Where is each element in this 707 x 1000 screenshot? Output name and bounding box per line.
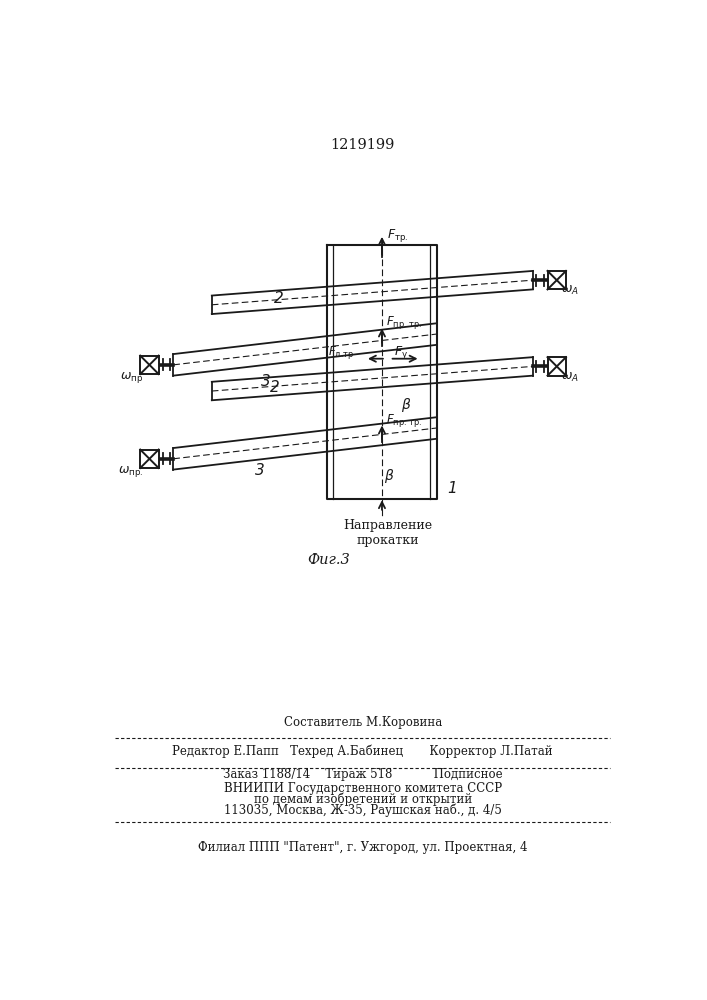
Text: 2: 2 xyxy=(270,380,280,395)
Text: 1219199: 1219199 xyxy=(331,138,395,152)
Text: $\omega_{\text{пр.}}$: $\omega_{\text{пр.}}$ xyxy=(118,464,144,479)
Text: 113035, Москва, Ж-35, Раушская наб., д. 4/5: 113035, Москва, Ж-35, Раушская наб., д. … xyxy=(224,804,502,817)
Text: $F_{\text{л.тр}}$: $F_{\text{л.тр}}$ xyxy=(328,344,354,361)
Bar xyxy=(547,357,566,376)
Text: β: β xyxy=(401,398,409,412)
Bar xyxy=(140,450,158,468)
Text: Фиг.3: Фиг.3 xyxy=(308,553,350,567)
Text: $F_{\text{у}}$: $F_{\text{у}}$ xyxy=(394,344,408,361)
Text: β: β xyxy=(384,469,392,483)
Text: Составитель М.Коровина: Составитель М.Коровина xyxy=(284,716,442,729)
Text: 3: 3 xyxy=(255,463,264,478)
Text: Редактор Е.Папп   Техред А.Бабинец       Корректор Л.Патай: Редактор Е.Папп Техред А.Бабинец Коррект… xyxy=(173,745,553,758)
Text: $\omega_A$: $\omega_A$ xyxy=(561,284,578,297)
Text: $\omega_{\text{пр}}$: $\omega_{\text{пр}}$ xyxy=(120,370,144,385)
Text: Направление
прокатки: Направление прокатки xyxy=(344,519,433,547)
Text: 3: 3 xyxy=(261,374,271,389)
Text: Заказ 1188/14    Тираж 518           Подписное: Заказ 1188/14 Тираж 518 Подписное xyxy=(223,768,503,781)
Text: $F_{\text{тр.}}$: $F_{\text{тр.}}$ xyxy=(387,227,408,244)
Text: $F_{\text{пр. тр.}}$: $F_{\text{пр. тр.}}$ xyxy=(386,412,422,429)
Bar xyxy=(547,271,566,289)
Text: $F_{\text{пр. тр.}}$: $F_{\text{пр. тр.}}$ xyxy=(386,314,422,331)
Bar xyxy=(140,356,158,374)
Text: по демам изобретений и открытий: по демам изобретений и открытий xyxy=(254,792,472,806)
Text: 2: 2 xyxy=(274,291,284,306)
Text: 1: 1 xyxy=(447,481,457,496)
Text: $\omega_A$: $\omega_A$ xyxy=(561,371,578,384)
Text: Филиал ППП "Патент", г. Ужгород, ул. Проектная, 4: Филиал ППП "Патент", г. Ужгород, ул. Про… xyxy=(198,841,527,854)
Text: ВНИИПИ Государственного комитета СССР: ВНИИПИ Государственного комитета СССР xyxy=(223,782,502,795)
